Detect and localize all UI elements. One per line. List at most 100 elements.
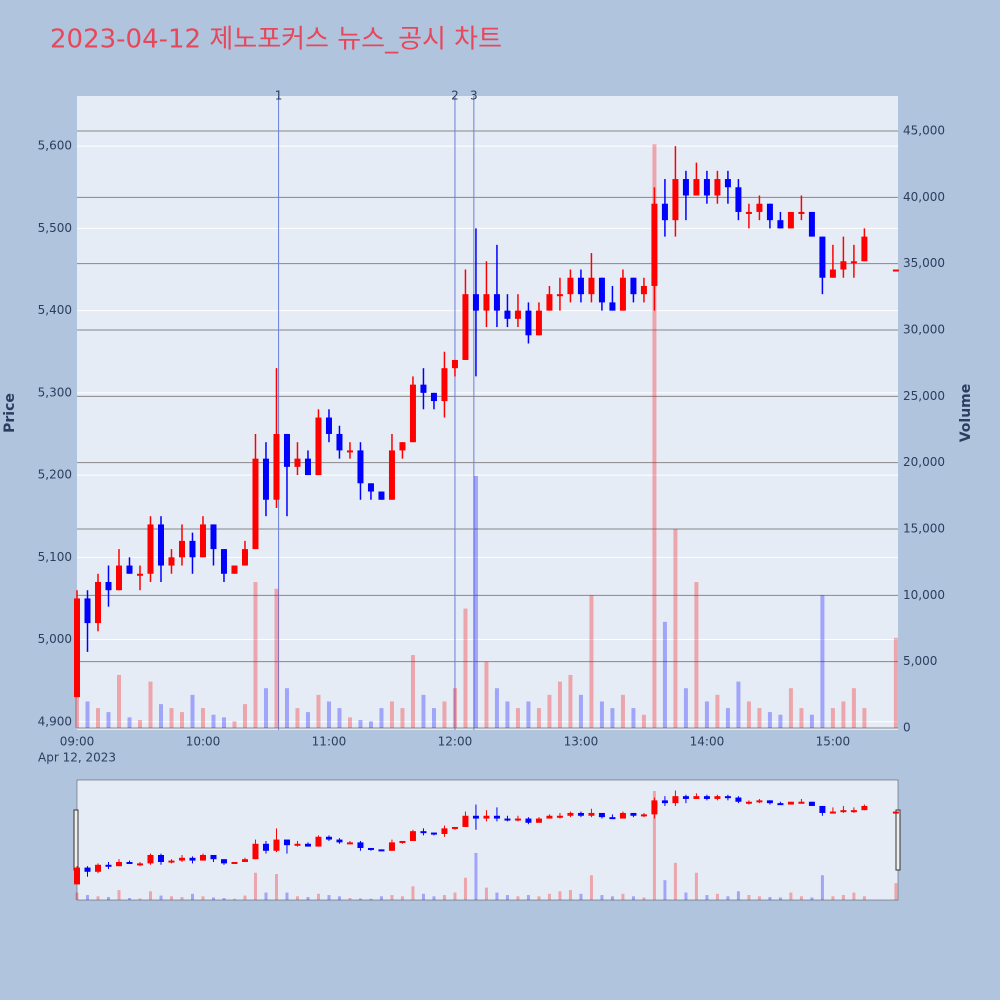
candle-body bbox=[556, 294, 563, 297]
volume-bar bbox=[809, 714, 814, 728]
volume-bar bbox=[578, 694, 583, 728]
candle-body bbox=[420, 384, 427, 393]
x-tick-label: 09:00 bbox=[60, 735, 95, 749]
volume-bar bbox=[673, 529, 678, 728]
slider-volume-bar bbox=[390, 895, 394, 900]
slider-volume-bar bbox=[159, 895, 163, 900]
volume-bar bbox=[778, 714, 783, 728]
slider-candle-body bbox=[357, 842, 364, 848]
slider-candle-body bbox=[609, 817, 616, 820]
candle-body bbox=[819, 236, 826, 278]
candle-body bbox=[451, 359, 458, 369]
slider-volume-bar bbox=[642, 897, 646, 900]
slider-candle-body bbox=[252, 843, 259, 860]
candle-body bbox=[892, 269, 899, 272]
slider-candle-body bbox=[462, 815, 469, 827]
slider-volume-bar bbox=[243, 895, 247, 900]
volume-bar bbox=[389, 701, 394, 728]
volume-bar bbox=[169, 708, 174, 728]
slider-candle-body bbox=[199, 854, 206, 861]
slider-candle-body bbox=[556, 815, 563, 818]
slider-candle-body bbox=[630, 812, 637, 816]
volume-bar bbox=[106, 712, 111, 728]
candle-body bbox=[336, 433, 343, 451]
slider-candle-body bbox=[829, 811, 836, 814]
slider-candle-body bbox=[567, 812, 574, 816]
candle-body bbox=[483, 294, 490, 311]
slider-candle-body bbox=[136, 863, 143, 866]
volume-bar bbox=[179, 712, 184, 728]
slider-candle-body bbox=[840, 810, 847, 813]
candle-body bbox=[619, 277, 626, 311]
candle-body bbox=[357, 450, 364, 484]
x-tick-label: 11:00 bbox=[312, 735, 347, 749]
slider-candle-body bbox=[378, 849, 385, 852]
slider-candle-body bbox=[147, 854, 154, 864]
volume-bar bbox=[295, 708, 300, 728]
slider-volume-bar bbox=[369, 898, 373, 900]
candle-body bbox=[546, 294, 553, 311]
slider-candle-body bbox=[294, 843, 301, 846]
x-tick-label: 15:00 bbox=[816, 735, 851, 749]
slider-volume-bar bbox=[442, 895, 446, 900]
slider-volume-bar bbox=[726, 896, 730, 900]
slider-candle-body bbox=[588, 812, 595, 816]
chart-title: 2023-04-12 제노포커스 뉴스_공시 차트 bbox=[50, 25, 502, 55]
slider-candle-body bbox=[546, 815, 553, 819]
range-slider[interactable] bbox=[76, 779, 899, 901]
slider-volume-bar bbox=[747, 895, 751, 900]
slider-handle[interactable] bbox=[73, 809, 79, 871]
volume-bar bbox=[505, 701, 510, 728]
candle-body bbox=[315, 417, 322, 476]
slider-volume-bar bbox=[789, 892, 793, 900]
y2-axis-title: Volume bbox=[958, 384, 974, 443]
slider-volume-bar bbox=[358, 898, 362, 900]
slider-candle-body bbox=[892, 811, 899, 814]
slider-volume-bar bbox=[495, 892, 499, 900]
slider-candle-body bbox=[388, 842, 395, 851]
candle-body bbox=[399, 442, 406, 451]
slider-candle-body bbox=[808, 801, 815, 806]
slider-volume-bar bbox=[621, 893, 625, 900]
candle-body bbox=[514, 310, 521, 319]
candle-body bbox=[346, 450, 353, 453]
slider-volume-bar bbox=[547, 893, 551, 900]
candle-body bbox=[94, 581, 101, 624]
annotation-label: 2 bbox=[451, 89, 459, 103]
candle-body bbox=[199, 524, 206, 558]
volume-bar bbox=[284, 688, 289, 728]
slider-candle-body bbox=[798, 801, 805, 804]
slider-handle[interactable] bbox=[895, 809, 901, 871]
candle-body bbox=[609, 302, 616, 311]
slider-candle-body bbox=[441, 828, 448, 834]
slider-candle-body bbox=[714, 796, 721, 799]
candle-body bbox=[703, 179, 710, 196]
volume-bar bbox=[893, 637, 898, 728]
volume-bar bbox=[694, 582, 699, 728]
slider-volume-bar bbox=[264, 892, 268, 900]
volume-bar bbox=[358, 720, 363, 728]
slider-volume-bar bbox=[579, 893, 583, 900]
candle-body bbox=[724, 179, 731, 188]
slider-volume-bar bbox=[253, 872, 257, 900]
slider-candle-body bbox=[819, 805, 826, 813]
candle-body bbox=[210, 524, 217, 550]
slider-candle-body bbox=[861, 805, 868, 811]
y-tick-label: 5,300 bbox=[38, 385, 72, 399]
candle-body bbox=[409, 384, 416, 443]
slider-candle-body bbox=[682, 796, 689, 799]
volume-bar bbox=[536, 708, 541, 728]
slider-candle-body bbox=[336, 839, 343, 843]
slider-candle-body bbox=[483, 815, 490, 819]
candle-body bbox=[430, 392, 437, 402]
slider-volume-bar bbox=[810, 897, 814, 900]
slider-volume-bar bbox=[484, 887, 488, 900]
candle-body bbox=[787, 211, 794, 229]
candle-body bbox=[136, 573, 143, 576]
slider-candle-body bbox=[787, 801, 794, 805]
volume-bar bbox=[515, 708, 520, 728]
slider-volume-bar bbox=[537, 896, 541, 900]
slider-volume-bar bbox=[201, 896, 205, 900]
volume-bar bbox=[599, 701, 604, 728]
y2-tick-label: 15,000 bbox=[903, 522, 945, 536]
